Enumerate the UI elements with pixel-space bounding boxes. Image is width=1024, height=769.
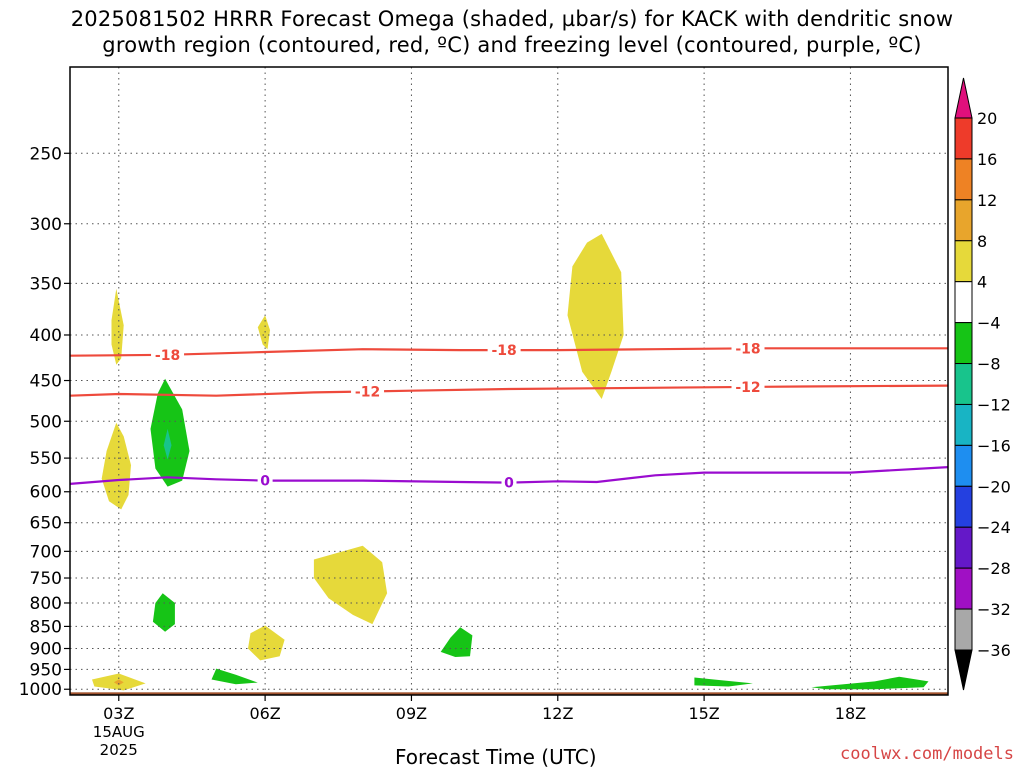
y-tick-label-750: 750 (30, 569, 62, 589)
ground-strip (70, 692, 948, 695)
omega-region-5 (248, 625, 285, 661)
y-tick-label-800: 800 (30, 594, 62, 614)
omega-region-11 (211, 668, 258, 685)
contour-label-2-0: 0 (260, 474, 270, 490)
axes-layer: 250 300 350 400 450 500 550 600 650 700 750 800 850 9… (19, 66, 949, 759)
colorbar-bin-12 (954, 608, 973, 651)
colorbar-bottom-arrow (954, 649, 973, 691)
ground-layer (70, 692, 948, 695)
colorbar-bin-11 (954, 567, 973, 610)
colorbar-bin-10 (954, 526, 973, 569)
contour-label-bg-2-1 (501, 474, 517, 491)
colorbar-label-5: −4 (977, 314, 1001, 333)
contour-label-bg-0-1 (487, 342, 521, 359)
chart-title-line1: 2025081502 HRRR Forecast Omega (shaded, … (70, 7, 954, 31)
contour-line-1 (69, 384, 949, 397)
chart-title: 2025081502 HRRR Forecast Omega (shaded, … (0, 6, 1024, 58)
contour-label-bg-1-1 (731, 378, 765, 395)
colorbar-bin-2 (954, 199, 973, 242)
colorbar-bin-6 (954, 363, 973, 405)
colorbar-bin-1 (954, 158, 973, 201)
colorbar-label-13: −36 (977, 641, 1011, 660)
colorbar-label-1: 16 (977, 150, 997, 169)
contour-label-bg-2-0 (257, 472, 273, 489)
contour-label-2-1: 0 (504, 476, 514, 492)
omega-region-4 (313, 545, 388, 625)
y-tick-label-950: 950 (30, 660, 62, 680)
colorbar-bin-3 (954, 240, 973, 283)
contour-label-bg-0-0 (151, 346, 185, 363)
colorbar-label-9: −20 (977, 477, 1011, 496)
colorbar-bin-7 (954, 403, 973, 446)
colorbar: 20 16 12 8 4 −4 −8 −12 −16 −20 −24 −28 −32 −36 (954, 77, 1011, 691)
contour-layer: -18 -18 -18 -12 -12 0 0 (69, 340, 949, 492)
omega-region-13 (694, 677, 753, 687)
omega-region-1 (101, 422, 131, 510)
colorbar-label-0: 20 (977, 109, 997, 128)
x-tick-label-15Z: 15Z (688, 704, 719, 723)
y-tick-label-850: 850 (30, 617, 62, 637)
colorbar-bin-5 (954, 322, 973, 365)
y-tick-label-300: 300 (30, 215, 62, 235)
contour-label-bg-0-2 (731, 340, 765, 357)
y-tick-label-900: 900 (30, 640, 62, 660)
x-tick-label-18Z: 18Z (835, 704, 866, 723)
x-tick-label-06Z: 06Z (249, 704, 280, 723)
colorbar-label-11: −28 (977, 559, 1011, 578)
colorbar-label-2: 12 (977, 191, 997, 210)
contour-label-1-0: -12 (355, 384, 380, 400)
x-tick-label-03Z: 03Z (103, 704, 134, 723)
omega-region-7 (113, 679, 124, 686)
y-tick-label-650: 650 (30, 514, 62, 534)
colorbar-label-10: −24 (977, 518, 1011, 537)
x-tick-label-09Z: 09Z (396, 704, 427, 723)
omega-region-9 (163, 428, 172, 460)
colorbar-label-4: 4 (977, 273, 987, 292)
x-tick-date: 15AUG (93, 723, 145, 741)
x-axis-label: Forecast Time (UTC) (395, 745, 597, 769)
colorbar-label-8: −16 (977, 436, 1011, 455)
site-credit[interactable]: coolwx.com/models (840, 744, 1014, 764)
grid-layer (70, 67, 948, 695)
y-tick-label-350: 350 (30, 274, 62, 294)
colorbar-bin-9 (954, 485, 973, 528)
contour-label-1-1: -12 (735, 380, 760, 396)
contour-label-0-2: -18 (735, 341, 760, 357)
y-tick-label-700: 700 (30, 542, 62, 562)
chart-title-line2: growth region (contoured, red, ºC) and f… (102, 33, 922, 57)
y-tick-label-450: 450 (30, 372, 62, 392)
y-tick-label-550: 550 (30, 449, 62, 469)
omega-region-3 (567, 233, 624, 399)
omega-region-14 (811, 676, 929, 690)
x-tick-year: 2025 (100, 741, 138, 759)
y-tick-label-500: 500 (30, 412, 62, 432)
omega-region-0 (111, 288, 124, 365)
x-tick-label-12Z: 12Z (542, 704, 573, 723)
colorbar-label-12: −32 (977, 600, 1011, 619)
colorbar-bin-8 (954, 444, 973, 487)
colorbar-label-6: −8 (977, 355, 1001, 374)
contour-label-0-1: -18 (491, 343, 516, 359)
contour-label-bg-1-0 (351, 383, 385, 400)
omega-shading-layer (92, 233, 929, 691)
omega-region-12 (440, 627, 473, 657)
plot-frame (69, 66, 949, 696)
y-tick-label-250: 250 (30, 144, 62, 164)
colorbar-bin-4 (954, 281, 973, 324)
y-tick-label-400: 400 (30, 326, 62, 346)
y-tick-label-1000: 1000 (19, 680, 62, 700)
omega-region-8 (150, 378, 190, 487)
colorbar-label-7: −12 (977, 395, 1011, 414)
colorbar-label-3: 8 (977, 232, 987, 251)
omega-region-2 (257, 315, 270, 350)
colorbar-bin-0 (954, 117, 973, 160)
contour-label-0-0: -18 (155, 348, 180, 364)
colorbar-top-arrow (954, 77, 973, 119)
y-tick-label-600: 600 (30, 483, 62, 503)
